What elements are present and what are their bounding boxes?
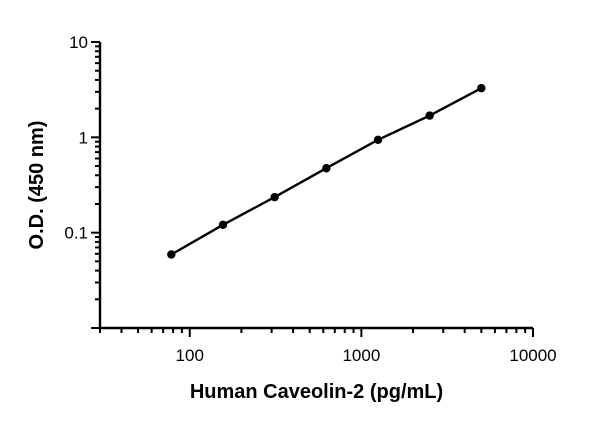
y-tick-label: 10 [69, 33, 88, 52]
x-tick-label: 1000 [342, 346, 380, 365]
x-ticks: 100 1000 10000 [99, 328, 557, 365]
data-point [373, 135, 383, 145]
data-point [167, 250, 176, 259]
x-axis-title: Human Caveolin-2 (pg/mL) [190, 381, 443, 403]
y-tick-label: 1 [79, 128, 88, 147]
data-point [218, 220, 228, 229]
y-ticks: 0.1 1 10 [64, 33, 100, 329]
plot-area [167, 83, 486, 259]
data-point [322, 164, 331, 173]
data-point [425, 111, 434, 120]
y-tick-label: 0.1 [64, 224, 88, 243]
y-axis-title: O.D. (450 nm) [26, 121, 48, 250]
axes [98, 42, 533, 330]
data-point [477, 83, 486, 93]
data-point [270, 192, 279, 202]
x-tick-label: 10000 [509, 346, 556, 365]
x-tick-label: 100 [176, 346, 204, 365]
